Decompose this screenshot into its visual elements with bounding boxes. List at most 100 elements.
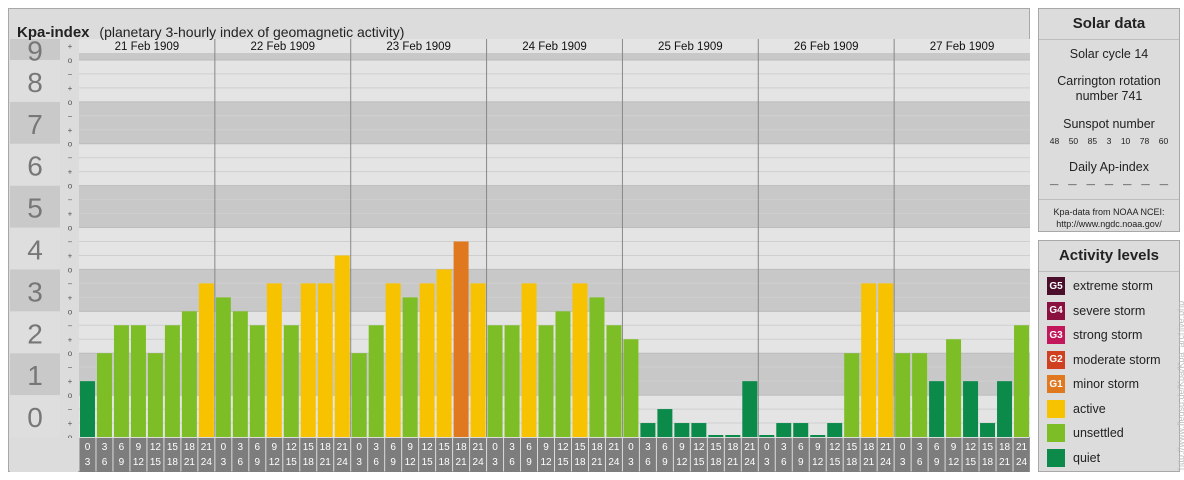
interval-box [368,438,385,472]
legend-swatch [1047,399,1065,418]
interval-start-label: 21 [744,442,756,453]
kp-bar [946,339,962,437]
interval-box [147,438,164,472]
interval-start-label: 18 [591,442,603,453]
legend-label: active [1073,401,1106,416]
interval-end-label: 24 [337,457,349,468]
interval-end-label: 3 [628,457,634,468]
interval-end-label: 12 [676,457,688,468]
thirds-label: − [68,279,73,288]
kp-bar [487,325,503,437]
chart-title: Kpa-index [17,24,90,41]
source-link[interactable]: http://www.ngdc.noaa.gov/ [1056,219,1162,229]
interval-start-label: 9 [951,442,957,453]
interval-box [775,438,792,472]
sunspot-value: 85 [1087,136,1098,146]
interval-end-label: 15 [965,457,977,468]
y-tick-label: 8 [27,67,43,98]
thirds-label: + [68,251,73,260]
day-label: 24 Feb 1909 [522,41,587,53]
thirds-label: + [68,42,73,51]
solar-data-panel: Solar data Solar cycle 14 Carrington rot… [1038,8,1180,232]
thirds-label: − [68,196,73,205]
kp-bar [113,325,129,437]
interval-box [487,438,504,472]
interval-end-label: 12 [948,457,960,468]
interval-end-label: 21 [320,457,332,468]
interval-end-label: 6 [645,457,651,468]
interval-start-label: 9 [543,442,549,453]
interval-box [639,438,656,472]
kp-bar [776,423,792,437]
kp-bar [249,325,265,437]
interval-box [181,438,198,472]
interval-end-label: 12 [133,457,145,468]
interval-end-label: 18 [574,457,586,468]
thirds-label: o [68,265,73,274]
interval-start-label: 18 [456,442,468,453]
thirds-label: o [68,433,73,442]
day-header-box [214,39,351,53]
thirds-label: o [68,391,73,400]
thirds-label: − [68,363,73,372]
kp-bar [521,283,537,437]
interval-box [79,438,96,472]
legend-item: G2 moderate storm [1039,348,1179,373]
interval-end-label: 15 [286,457,298,468]
interval-end-label: 18 [710,457,722,468]
interval-start-label: 3 [102,442,108,453]
interval-start-label: 6 [662,442,668,453]
y-tick-label: 6 [27,151,43,182]
interval-end-label: 9 [798,457,804,468]
kp-bar [997,381,1013,437]
sunspot-value: 3 [1106,136,1112,146]
sunspot-value: 50 [1068,136,1079,146]
interval-box [538,438,554,472]
thirds-label: + [68,210,73,219]
kp-band [79,101,1030,144]
interval-start-label: 15 [574,442,586,453]
kp-bar [351,353,367,437]
interval-box [113,438,130,472]
y-tick-box [10,101,60,144]
interval-start-label: 6 [798,442,804,453]
kp-bar [742,381,758,437]
kp-bar [1014,325,1029,437]
kp-bar [419,283,435,437]
interval-end-label: 21 [999,457,1011,468]
legend-label: moderate storm [1073,352,1161,367]
thirds-label: o [68,224,73,233]
interval-box [928,438,945,472]
y-tick-label: 9 [27,35,43,66]
kpa-chart-panel: 0 1 2 3 4 5 6 7 8 9 + o + o − + o − + o − + o − + o − + o − + o − + o − + o −2… [8,8,1030,472]
kp-bar [147,353,163,437]
interval-start-label: 9 [679,442,685,453]
kp-bar [453,241,469,437]
interval-box [317,438,334,472]
interval-end-label: 6 [238,457,244,468]
interval-end-label: 21 [184,457,196,468]
solar-cycle: Solar cycle 14 [1069,47,1149,61]
interval-box [164,438,181,472]
interval-start-label: 6 [390,442,396,453]
y-tick-label: 5 [27,193,43,224]
interval-start-label: 0 [628,442,634,453]
y-tick-label: 0 [27,402,43,433]
interval-box [724,438,741,472]
kp-bar [555,311,571,437]
interval-box [266,438,283,472]
kp-band [79,227,1030,270]
interval-box [555,438,571,472]
credit-url: http://www.fleusg.de/Kpa/Kpa_archive.php [1176,300,1184,470]
legend-swatch: G1 [1047,375,1065,394]
interval-box [979,438,996,472]
y-tick-box [10,353,60,396]
interval-box [843,438,860,472]
solar-data-title: Solar data [1039,9,1179,40]
thirds-label: o [68,349,73,358]
thirds-label: − [68,321,73,330]
interval-end-label: 15 [422,457,434,468]
kp-bar [589,297,605,437]
interval-start-label: 0 [764,442,770,453]
ap-values: — — — — — — — [1039,179,1179,189]
